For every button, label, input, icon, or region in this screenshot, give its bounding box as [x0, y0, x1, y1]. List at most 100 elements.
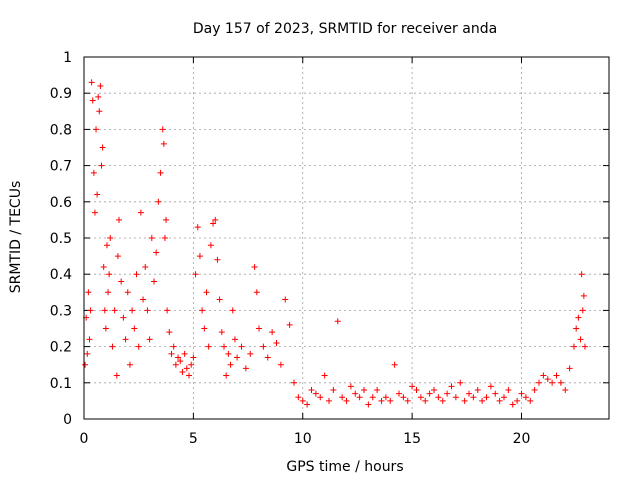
data-point — [452, 394, 459, 401]
data-point — [426, 390, 433, 397]
data-point — [98, 162, 105, 169]
y-tick-label: 0.6 — [50, 195, 72, 211]
data-point — [413, 387, 420, 394]
data-point — [487, 383, 494, 390]
data-point — [573, 325, 580, 332]
data-point — [391, 361, 398, 368]
data-point — [312, 390, 319, 397]
data-point — [404, 397, 411, 404]
data-point — [151, 278, 157, 285]
x-tick-label: 5 — [189, 431, 198, 447]
data-point — [461, 397, 468, 404]
data-point — [291, 379, 297, 386]
data-point — [575, 314, 582, 321]
data-point — [166, 329, 173, 336]
data-point — [466, 390, 472, 397]
data-point — [177, 358, 184, 365]
data-point — [496, 397, 503, 404]
data-point — [99, 144, 106, 151]
data-point — [89, 97, 96, 104]
data-point — [479, 397, 486, 404]
data-point — [269, 329, 276, 336]
data-point — [334, 318, 341, 325]
data-point — [251, 263, 258, 270]
data-point — [146, 336, 153, 343]
chart-title: Day 157 of 2023, SRMTID for receiver and… — [193, 21, 497, 37]
data-point — [509, 401, 516, 408]
data-point — [142, 263, 149, 270]
data-point — [160, 140, 167, 147]
data-point — [214, 256, 221, 263]
data-point — [253, 289, 260, 296]
data-point — [170, 343, 177, 350]
x-tick-label: 0 — [80, 431, 89, 447]
data-point — [435, 394, 442, 401]
data-point — [531, 387, 538, 394]
data-point — [107, 235, 114, 241]
data-point — [273, 339, 280, 346]
data-point — [562, 387, 569, 394]
data-point — [444, 390, 451, 397]
data-point — [282, 296, 289, 303]
y-tick-label: 0.1 — [50, 376, 72, 392]
data-point — [90, 169, 97, 176]
data-point — [144, 307, 151, 314]
data-point — [183, 365, 190, 372]
y-tick-label: 0.4 — [50, 267, 72, 283]
data-point — [439, 397, 446, 404]
data-point — [168, 350, 175, 357]
x-tick-label: 20 — [513, 431, 531, 447]
data-point — [231, 336, 238, 343]
data-point — [260, 343, 267, 350]
data-point — [505, 387, 512, 394]
data-point — [483, 394, 490, 401]
data-point — [356, 394, 363, 401]
data-point — [103, 242, 110, 249]
data-point — [457, 379, 464, 386]
data-point — [286, 321, 293, 328]
data-point — [96, 108, 103, 115]
data-point — [361, 387, 367, 394]
data-point — [205, 343, 212, 350]
data-point — [470, 394, 477, 401]
data-point — [199, 307, 206, 314]
y-tick-label: 0.8 — [50, 122, 72, 138]
y-tick-label: 0.2 — [50, 340, 72, 356]
data-point — [396, 390, 402, 397]
data-point — [94, 191, 101, 198]
data-point — [339, 394, 346, 401]
data-point — [549, 379, 556, 386]
data-point — [557, 379, 564, 386]
data-point — [114, 253, 121, 260]
data-point — [163, 216, 170, 223]
data-points — [82, 79, 588, 408]
data-point — [304, 401, 311, 408]
data-point — [194, 224, 201, 231]
data-point — [544, 376, 551, 383]
data-point — [84, 350, 91, 357]
data-point — [571, 343, 577, 350]
data-point — [223, 372, 230, 379]
data-point — [118, 278, 125, 285]
data-point — [225, 350, 232, 357]
y-tick-label: 0.9 — [50, 86, 72, 102]
data-point — [579, 307, 586, 314]
data-point — [221, 343, 227, 350]
data-point — [179, 368, 186, 375]
data-point — [431, 387, 437, 394]
data-point — [122, 336, 129, 343]
data-point — [347, 383, 354, 390]
data-point — [153, 249, 160, 256]
data-point — [492, 390, 499, 397]
data-point — [161, 235, 168, 241]
y-axis-label: SRMTID / TECUs — [8, 181, 24, 294]
x-tick-label: 10 — [294, 431, 312, 447]
data-point — [553, 372, 560, 379]
data-point — [207, 242, 214, 249]
data-point — [201, 325, 208, 332]
data-point — [540, 372, 547, 379]
y-tick-label: 0.5 — [50, 231, 72, 247]
data-point — [102, 325, 109, 332]
data-point — [417, 394, 424, 401]
data-point — [186, 372, 192, 379]
